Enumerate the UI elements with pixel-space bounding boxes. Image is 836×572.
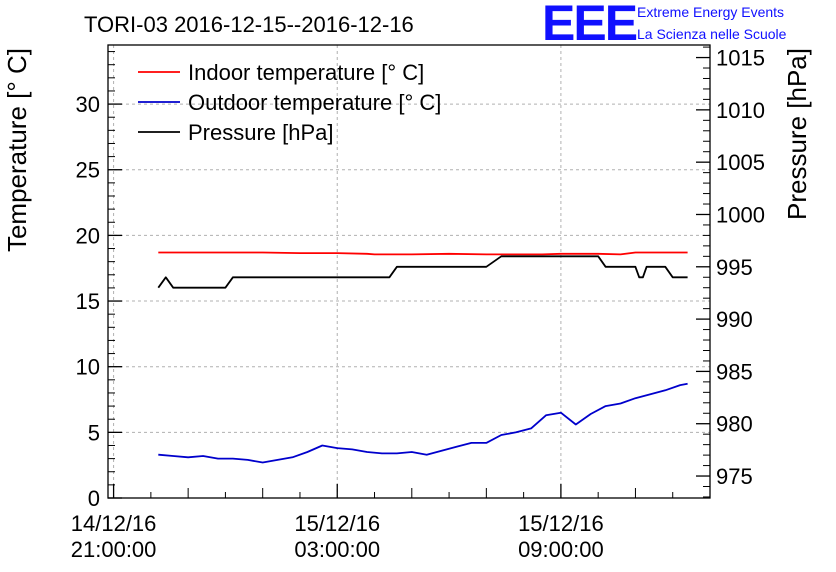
y2-tick-label: 1015 xyxy=(716,46,765,71)
plot-frame xyxy=(107,44,711,499)
x-tick-label-date: 15/12/16 xyxy=(518,511,604,536)
y2-tick-label: 980 xyxy=(716,412,753,437)
eee-logo: EEE Extreme Energy Events La Scienza nel… xyxy=(542,0,787,51)
y-tick-label: 25 xyxy=(76,158,100,183)
x-tick-label-time: 03:00:00 xyxy=(294,537,380,562)
series-line-2 xyxy=(158,382,688,464)
legend-label: Pressure [hPa] xyxy=(188,120,334,145)
y2-tick-label: 1005 xyxy=(716,150,765,175)
y-tick-label: 5 xyxy=(88,420,100,445)
y2-tick-label: 985 xyxy=(716,359,753,384)
series-lines xyxy=(157,251,688,464)
y2-tick-label: 990 xyxy=(716,307,753,332)
series-line-1 xyxy=(158,251,688,256)
logo-line-1: Extreme Energy Events xyxy=(637,4,784,20)
y-tick-label: 0 xyxy=(88,486,100,511)
x-tick-label-time: 09:00:00 xyxy=(518,537,604,562)
x-tick-label-time: 21:00:00 xyxy=(71,537,157,562)
y2-tick-label: 1000 xyxy=(716,202,765,227)
legend-label: Indoor temperature [° C] xyxy=(188,60,424,85)
grid xyxy=(108,45,710,498)
x-tick-label-date: 15/12/16 xyxy=(294,511,380,536)
y-axis-label: Temperature [° C] xyxy=(2,48,32,252)
legend: Indoor temperature [° C] Outdoor temperat… xyxy=(138,60,441,145)
logo-mark: EEE xyxy=(542,0,637,51)
y-tick-label: 15 xyxy=(76,289,100,314)
axes: 0510152025309759809859909951000100510101… xyxy=(71,46,765,562)
logo-line-2: La Scienza nelle Scuole xyxy=(637,26,787,42)
y2-tick-label: 995 xyxy=(716,255,753,280)
x-tick-label-date: 14/12/16 xyxy=(71,511,157,536)
legend-label: Outdoor temperature [° C] xyxy=(188,90,441,115)
y2-tick-label: 975 xyxy=(716,464,753,489)
y2-tick-label: 1010 xyxy=(716,98,765,123)
series-line-3 xyxy=(157,255,688,289)
y2-axis-label: Pressure [hPa] xyxy=(782,48,812,220)
y-tick-label: 10 xyxy=(76,355,100,380)
y-tick-label: 30 xyxy=(76,92,100,117)
y-tick-label: 20 xyxy=(76,223,100,248)
chart-title: TORI-03 2016-12-15--2016-12-16 xyxy=(84,12,414,37)
